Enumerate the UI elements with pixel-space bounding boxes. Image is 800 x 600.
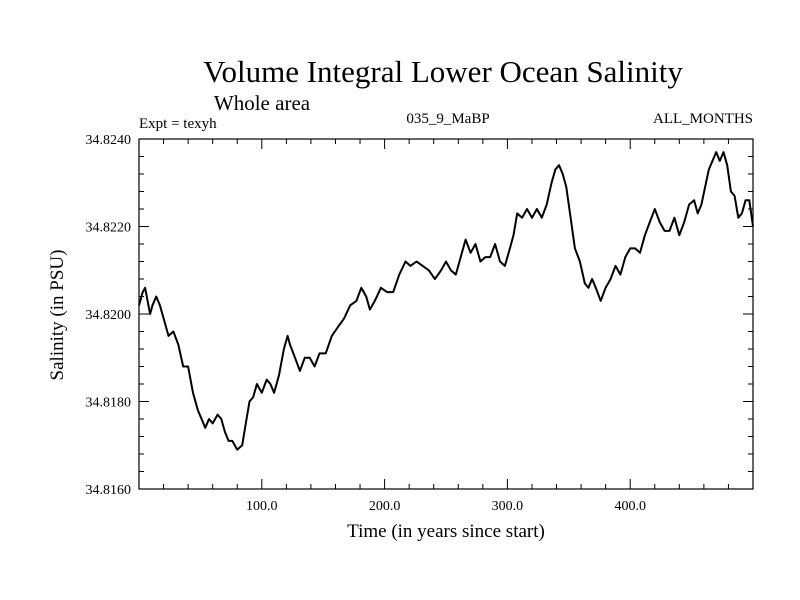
tick-marks	[139, 139, 753, 489]
experiment-label: Expt = texyh	[139, 116, 217, 132]
plot-frame	[138, 138, 754, 490]
y-tick-label: 34.8220	[86, 221, 132, 236]
salinity-series-line	[138, 151, 754, 451]
y-tick-label: 34.8240	[86, 133, 132, 148]
y-tick-label: 34.8160	[86, 483, 132, 498]
months-label: ALL_MONTHS	[653, 111, 753, 127]
x-axis-label: Time (in years since start)	[347, 521, 545, 542]
y-tick-label: 34.8200	[86, 308, 132, 323]
x-tick-label: 200.0	[369, 499, 401, 514]
tick-labels: 100.0 200.0 300.0 400.0 34.8160 34.8180 34.820…	[86, 133, 646, 514]
x-tick-label: 400.0	[614, 499, 646, 514]
chart-subtitle: Whole area	[214, 91, 311, 115]
x-tick-label: 300.0	[492, 499, 524, 514]
y-tick-label: 34.8180	[86, 396, 132, 411]
y-axis-label: Salinity (in PSU)	[47, 250, 68, 381]
period-label: 035_9_MaBP	[406, 111, 489, 127]
chart-title: Volume Integral Lower Ocean Salinity	[203, 54, 683, 89]
x-tick-label: 100.0	[246, 499, 278, 514]
